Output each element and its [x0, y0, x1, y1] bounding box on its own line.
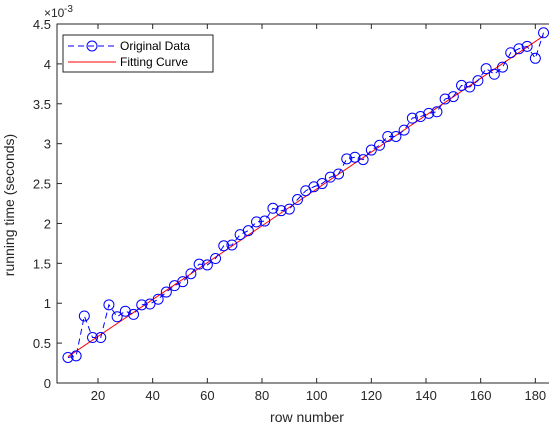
x-tick-label: 100	[306, 388, 328, 403]
legend-label-fitting-curve: Fitting Curve	[120, 55, 188, 69]
data-point-marker	[259, 215, 271, 227]
data-point-marker	[267, 202, 279, 214]
data-point-marker	[193, 258, 205, 270]
data-point-marker	[349, 151, 361, 163]
legend-label-original-data: Original Data	[120, 39, 190, 53]
data-point-marker	[177, 276, 189, 288]
y-exponent-power: -3	[64, 4, 73, 15]
legend-item-fitting-curve: Fitting Curve	[68, 55, 188, 69]
x-axis: 20 40 60 80 100 120 140 160 180	[91, 24, 546, 403]
data-point-marker	[201, 259, 213, 271]
x-tick-label: 80	[255, 388, 269, 403]
x-tick-label: 120	[360, 388, 382, 403]
data-point-marker	[341, 153, 353, 165]
x-tick-label: 140	[415, 388, 437, 403]
data-point-marker	[283, 203, 295, 215]
data-point-marker	[488, 68, 500, 80]
data-point-marker	[382, 130, 394, 142]
data-point-marker	[497, 61, 509, 73]
data-point-marker	[357, 154, 369, 166]
y-tick-label: 3	[44, 137, 51, 152]
y-tick-label: 0.5	[33, 336, 51, 351]
y-tick-label: 2.5	[33, 177, 51, 192]
x-tick-label: 20	[91, 388, 105, 403]
legend-box	[62, 34, 214, 73]
data-point-marker	[472, 75, 484, 87]
x-tick-label: 40	[145, 388, 159, 403]
data-point-marker	[398, 124, 410, 136]
y-exponent: ×10 -3	[44, 4, 73, 20]
data-point-marker	[456, 79, 468, 91]
y-tick-label: 0	[44, 376, 51, 391]
data-point-marker	[464, 81, 476, 93]
data-point-marker	[251, 216, 263, 228]
legend-item-original-data: Original Data	[68, 39, 190, 53]
y-tick-label: 3.5	[33, 97, 51, 112]
data-point-marker	[529, 52, 541, 64]
data-point-marker	[78, 310, 90, 322]
data-point-marker	[152, 293, 164, 305]
data-point-marker	[103, 299, 115, 311]
data-point-marker	[185, 268, 197, 280]
data-point-marker	[390, 130, 402, 142]
y-axis-label: running time (seconds)	[1, 134, 17, 276]
data-point-marker	[62, 351, 74, 363]
data-point-marker	[226, 239, 238, 251]
data-point-marker	[447, 91, 459, 103]
data-point-marker	[160, 286, 172, 298]
axes-frame	[56, 23, 549, 384]
data-point-marker	[316, 178, 328, 190]
y-tick-label: 2	[44, 216, 51, 231]
data-point-marker	[333, 168, 345, 180]
data-point-marker	[210, 253, 222, 265]
data-point-marker	[275, 205, 287, 217]
marker-layer	[62, 27, 550, 363]
legend: Original Data Fitting Curve	[62, 34, 214, 73]
data-point-marker	[423, 107, 435, 119]
data-point-marker	[292, 194, 304, 206]
data-point-marker	[111, 311, 123, 323]
data-point-marker	[374, 139, 386, 151]
y-tick-label: 4	[44, 57, 51, 72]
x-tick-label: 180	[524, 388, 546, 403]
y-tick-label: 1.5	[33, 256, 51, 271]
data-point-marker	[242, 225, 254, 237]
data-point-marker	[218, 240, 230, 252]
legend-marker-original-data	[86, 40, 98, 52]
data-point-marker	[87, 332, 99, 344]
data-point-marker	[538, 27, 550, 39]
x-tick-label: 60	[200, 388, 214, 403]
data-point-marker	[439, 93, 451, 105]
plot-area	[56, 23, 550, 384]
data-point-marker	[136, 299, 148, 311]
data-point-marker	[144, 298, 156, 310]
data-point-marker	[406, 112, 418, 124]
data-point-marker	[521, 40, 533, 52]
data-point-marker	[365, 144, 377, 156]
data-point-marker	[128, 308, 140, 320]
y-exponent-base: ×10	[44, 6, 65, 20]
x-tick-label: 160	[470, 388, 492, 403]
data-point-marker	[431, 106, 443, 118]
data-point-marker	[95, 332, 107, 344]
data-point-marker	[513, 43, 525, 55]
plot-background	[57, 24, 549, 383]
x-axis-label: row number	[270, 409, 344, 425]
y-tick-label: 4.5	[33, 17, 51, 32]
data-point-marker	[480, 63, 492, 75]
y-axis: 0 0.5 1 1.5 2 2.5 3 3.5 4 4.5	[33, 17, 62, 391]
data-point-marker	[70, 350, 82, 362]
y-tick-label: 1	[44, 296, 51, 311]
